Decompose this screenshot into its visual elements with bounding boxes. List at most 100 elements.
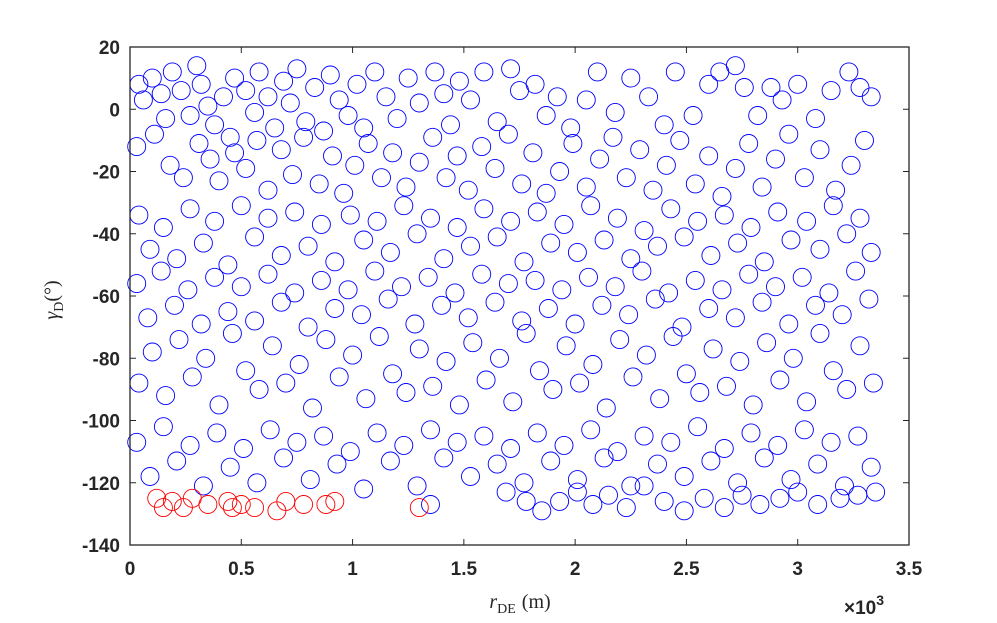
scatter-point-s0-121 <box>794 168 814 188</box>
scatter-point-s0-6 <box>171 81 191 101</box>
scatter-point-s0-281 <box>703 339 723 359</box>
scatter-point-s1-5 <box>198 495 218 514</box>
scatter-point-s0-240 <box>156 386 176 406</box>
scatter-point-s0-32 <box>376 87 396 107</box>
scatter-point-s1-14 <box>325 491 345 511</box>
scatter-point-s0-130 <box>180 199 200 219</box>
scatter-point-s0-363 <box>714 498 734 518</box>
scatter-point-s0-193 <box>271 292 291 312</box>
scatter-point-s0-356 <box>583 495 603 514</box>
scatter-point-s0-85 <box>323 146 342 166</box>
scatter-point-s0-145 <box>380 242 400 262</box>
scatter-point-s0-185 <box>165 295 184 315</box>
scatter-point-s0-30 <box>354 118 374 138</box>
scatter-point-s0-220 <box>632 261 652 281</box>
scatter-point-s0-91 <box>396 177 416 197</box>
scatter-point-s0-42 <box>487 112 507 132</box>
scatter-point-s0-96 <box>458 180 478 200</box>
scatter-point-s0-111 <box>656 155 676 175</box>
scatter-point-s0-52 <box>621 68 641 88</box>
scatter-point-s0-10 <box>198 96 218 116</box>
scatter-point-s0-49 <box>576 90 596 110</box>
x-tick-label-1: 0.5 <box>228 559 255 580</box>
scatter-point-s0-276 <box>636 345 656 365</box>
scatter-point-s0-59 <box>725 56 745 76</box>
scatter-point-s0-115 <box>712 186 732 206</box>
scatter-point-s0-94 <box>436 168 456 188</box>
scatter-point-s0-7 <box>180 106 200 125</box>
scatter-point-s0-164 <box>634 221 654 241</box>
scatter-point-s0-298 <box>180 435 200 455</box>
y-tick-label-4: -60 <box>93 287 120 308</box>
scatter-point-s0-132 <box>205 211 225 231</box>
scatter-point-s0-127 <box>140 239 160 259</box>
y-axis-symbol: γ <box>41 311 63 320</box>
scatter-point-s0-267 <box>516 323 536 343</box>
scatter-point-s0-368 <box>808 495 828 514</box>
scatter-point-s0-314 <box>394 435 414 455</box>
scatter-point-s0-142 <box>340 205 360 225</box>
scatter-point-s0-217 <box>592 295 612 315</box>
scatter-point-s0-184 <box>151 261 171 281</box>
scatter-point-s0-55 <box>665 62 685 82</box>
scatter-point-s0-313 <box>380 451 400 471</box>
y-tick-label-5: -40 <box>93 225 120 246</box>
scatter-point-s0-169 <box>701 246 721 265</box>
scatter-point-s0-1 <box>133 90 153 110</box>
scatter-point-s0-202 <box>392 277 411 297</box>
scatter-point-s0-61 <box>748 106 768 125</box>
scatter-point-s0-35 <box>409 93 429 113</box>
scatter-point-s0-222 <box>659 283 679 303</box>
scatter-point-s0-38 <box>441 115 460 135</box>
scatter-point-s0-26 <box>320 65 340 85</box>
x-axis-exponent: ×103 <box>844 592 884 619</box>
scatter-point-s0-65 <box>806 109 825 129</box>
scatter-point-s0-100 <box>512 174 532 194</box>
scatter-point-s0-228 <box>739 264 759 284</box>
scatter-point-s0-104 <box>563 134 583 153</box>
scatter-point-s0-117 <box>739 134 759 153</box>
scatter-point-s0-321 <box>487 454 507 474</box>
scatter-point-s0-275 <box>623 367 643 387</box>
scatter-point-s0-227 <box>725 308 745 328</box>
scatter-point-s0-110 <box>643 180 663 200</box>
scatter-point-s0-333 <box>648 454 667 474</box>
scatter-point-s0-172 <box>741 218 761 237</box>
scatter-point-s0-355 <box>567 482 587 502</box>
scatter-point-s0-167 <box>674 227 694 247</box>
scatter-point-s0-124 <box>841 155 861 175</box>
scatter-point-s0-195 <box>298 317 318 337</box>
scatter-point-s0-57 <box>699 74 719 94</box>
scatter-point-s0-215 <box>565 314 585 334</box>
scatter-point-s0-174 <box>768 202 788 222</box>
scatter-point-s0-262 <box>449 395 469 415</box>
scatter-point-s0-41 <box>474 62 494 82</box>
scatter-point-s0-286 <box>770 370 790 390</box>
scatter-point-s0-319 <box>461 467 480 486</box>
scatter-point-s0-359 <box>634 476 654 496</box>
scatter-point-s0-156 <box>527 202 547 222</box>
scatter-point-s0-364 <box>732 485 752 505</box>
scatter-point-s0-171 <box>728 233 748 253</box>
scatter-point-s0-176 <box>797 211 817 231</box>
scatter-point-s0-48 <box>561 118 581 138</box>
scatter-point-s0-158 <box>554 214 574 234</box>
scatter-point-s1-7 <box>222 498 242 518</box>
scatter-point-s0-236 <box>846 261 866 281</box>
scatter-point-s0-77 <box>225 143 245 163</box>
scatter-point-s0-271 <box>570 373 590 393</box>
scatter-point-s0-79 <box>247 130 267 150</box>
scatter-point-s0-329 <box>594 448 614 468</box>
scatter-point-s0-103 <box>550 162 570 181</box>
scatter-point-s0-18 <box>258 87 278 107</box>
scatter-point-s0-252 <box>316 330 336 350</box>
x-exponent-base: ×10 <box>844 598 876 619</box>
x-axis-subscript: DE <box>497 602 516 617</box>
scatter-point-s0-194 <box>285 283 305 303</box>
scatter-point-s0-12 <box>214 87 233 107</box>
scatter-point-s0-221 <box>645 289 665 309</box>
scatter-point-s0-249 <box>276 373 296 393</box>
scatter-point-s0-43 <box>501 59 521 79</box>
scatter-point-s0-106 <box>590 149 610 169</box>
scatter-point-s1-12 <box>294 495 314 514</box>
